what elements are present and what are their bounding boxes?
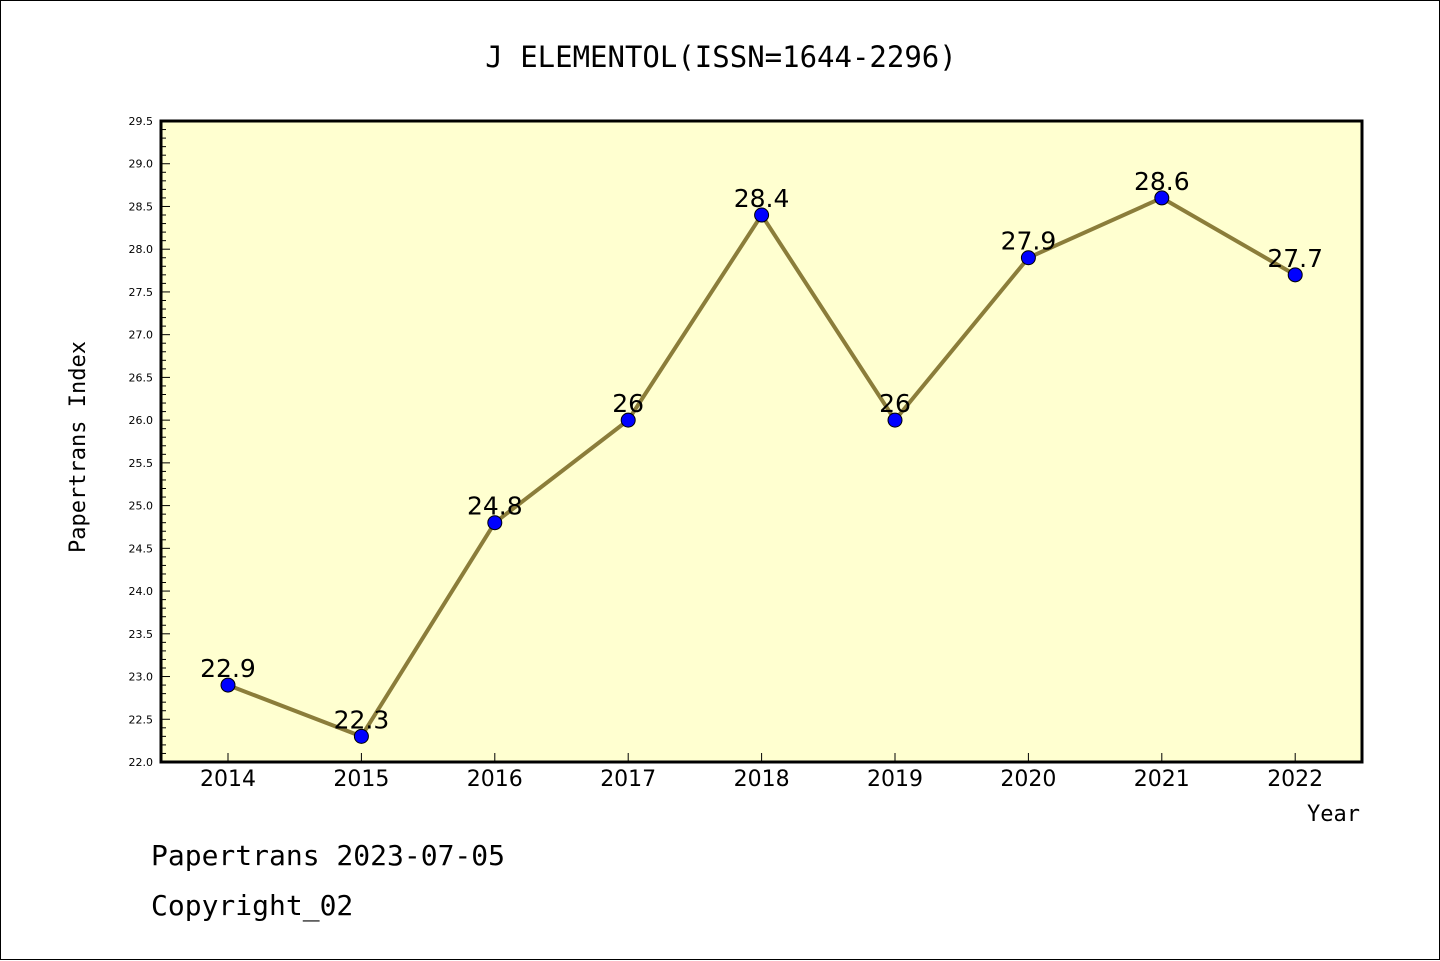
x-tick-label: 2016 (467, 767, 523, 792)
x-axis: 2014 2015 2016 2017 2018 2019 2020 2021 2022 (200, 753, 1323, 792)
y-tick-label: 28.5 (129, 200, 154, 213)
data-point (1287, 267, 1303, 283)
y-tick-label: 25.0 (129, 500, 154, 513)
y-tick-label: 29.5 (129, 115, 154, 128)
y-tick-label: 23.5 (129, 628, 154, 641)
y-tick-label: 26.0 (129, 414, 154, 427)
data-label: 28.4 (734, 184, 790, 213)
footer-copyright: Copyright_02 (151, 889, 353, 923)
data-label: 28.6 (1134, 167, 1190, 196)
data-label: 27.9 (1001, 227, 1057, 256)
y-tick-label: 28.0 (129, 243, 154, 256)
x-tick-label: 2018 (734, 767, 790, 792)
x-tick-label: 2022 (1267, 767, 1323, 792)
x-tick-label: 2020 (1000, 767, 1056, 792)
y-tick-label: 24.5 (129, 542, 154, 555)
x-tick-label: 2019 (867, 767, 923, 792)
y-tick-label: 22.0 (129, 756, 154, 769)
x-tick-label: 2021 (1134, 767, 1190, 792)
data-point (620, 412, 636, 428)
series-line-group: 22.9 22.3 24.8 26 28.4 26 27.9 28.6 27.7 (200, 167, 1323, 744)
data-point (1020, 250, 1036, 266)
data-point (887, 412, 903, 428)
footer-date: Papertrans 2023-07-05 (151, 839, 505, 872)
x-axis-label: Year (1307, 802, 1360, 827)
chart-title: J ELEMENTOL(ISSN=1644-2296) (485, 40, 956, 74)
data-point (487, 515, 503, 531)
data-label: 24.8 (467, 492, 523, 521)
y-tick-label: 22.5 (129, 713, 154, 726)
y-axis-label: Papertrans Index (66, 341, 91, 553)
data-label: 22.9 (200, 654, 256, 683)
y-tick-label: 25.5 (129, 457, 154, 470)
data-label: 22.3 (334, 705, 390, 734)
data-point (353, 728, 369, 744)
data-label: 27.7 (1267, 244, 1323, 273)
data-point (754, 207, 770, 223)
y-tick-label: 24.0 (129, 585, 154, 598)
data-label: 26 (612, 389, 644, 418)
plot-area (159, 119, 1364, 764)
data-point (220, 677, 236, 693)
x-tick-label: 2017 (600, 767, 656, 792)
x-tick-label: 2015 (333, 767, 389, 792)
y-tick-label: 23.0 (129, 671, 154, 684)
x-tick-label: 2014 (200, 767, 256, 792)
y-tick-label: 26.5 (129, 371, 154, 384)
y-tick-label: 29.0 (129, 158, 154, 171)
data-point (1154, 190, 1170, 206)
y-tick-label: 27.5 (129, 286, 154, 299)
data-label: 26 (879, 389, 911, 418)
y-axis: 22.0 22.5 23.0 23.5 24.0 24.5 25.0 25.5 26.0 26.5… (129, 115, 170, 769)
y-tick-label: 27.0 (129, 329, 154, 342)
